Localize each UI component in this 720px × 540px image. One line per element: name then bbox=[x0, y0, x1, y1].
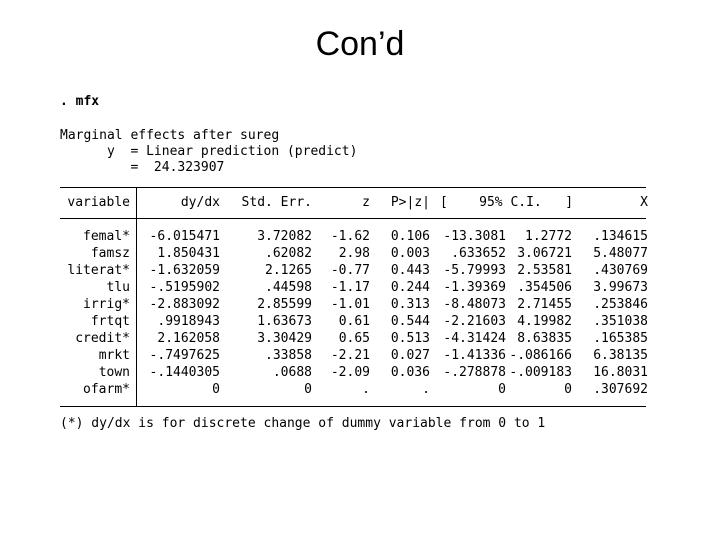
cell-ci-lower: -2.21603 bbox=[443, 314, 506, 329]
table-bottom-rule bbox=[60, 406, 646, 407]
cell-ci-upper: 4.19982 bbox=[517, 314, 572, 329]
column-header-dydx: dy/dx bbox=[180, 195, 220, 210]
cell-z: -1.17 bbox=[330, 280, 370, 295]
table-header-rule bbox=[60, 218, 646, 219]
cell-z: 0.61 bbox=[338, 314, 370, 329]
cell-variable: town bbox=[98, 365, 130, 380]
cell-ci-upper: 2.71455 bbox=[517, 297, 572, 312]
cell-z: -1.01 bbox=[330, 297, 370, 312]
column-header-variable: variable bbox=[67, 195, 130, 210]
cell-ci-lower: -5.79993 bbox=[443, 263, 506, 278]
cell-dydx: -.7497625 bbox=[149, 348, 220, 363]
cell-std-err: 3.72082 bbox=[257, 229, 312, 244]
cell-x: 5.48077 bbox=[593, 246, 648, 261]
header-line-1: Marginal effects after sureg bbox=[60, 128, 280, 143]
cell-std-err: .44598 bbox=[265, 280, 312, 295]
cell-variable: irrig* bbox=[83, 297, 130, 312]
cell-dydx: -.5195902 bbox=[149, 280, 220, 295]
cell-std-err: 1.63673 bbox=[257, 314, 312, 329]
cell-ci-lower: -1.39369 bbox=[443, 280, 506, 295]
cell-x: .165385 bbox=[593, 331, 648, 346]
header-line-2: y = Linear prediction (predict) bbox=[60, 144, 358, 159]
cell-p: 0.106 bbox=[390, 229, 430, 244]
cell-ci-lower: -4.31424 bbox=[443, 331, 506, 346]
cell-p: . bbox=[422, 382, 430, 397]
cell-p: 0.443 bbox=[390, 263, 430, 278]
cell-ci-lower: .633652 bbox=[451, 246, 506, 261]
slide-title: Con’d bbox=[315, 25, 405, 63]
cell-p: 0.036 bbox=[390, 365, 430, 380]
cell-x: .253846 bbox=[593, 297, 648, 312]
cell-p: 0.513 bbox=[390, 331, 430, 346]
cell-variable: mrkt bbox=[98, 348, 130, 363]
table-top-rule bbox=[60, 187, 646, 188]
cell-std-err: .0688 bbox=[272, 365, 312, 380]
cell-x: .307692 bbox=[593, 382, 648, 397]
cell-x: .430769 bbox=[593, 263, 648, 278]
cell-p: 0.003 bbox=[390, 246, 430, 261]
cell-ci-upper: -.009183 bbox=[509, 365, 572, 380]
column-header-ci: [ 95% C.I. ] bbox=[440, 195, 574, 210]
cell-x: 3.99673 bbox=[593, 280, 648, 295]
cell-variable: femal* bbox=[83, 229, 130, 244]
cell-z: -2.21 bbox=[330, 348, 370, 363]
cell-dydx: 0 bbox=[212, 382, 220, 397]
column-header-std-err: Std. Err. bbox=[241, 195, 312, 210]
cell-ci-upper: 8.63835 bbox=[517, 331, 572, 346]
cell-p: 0.544 bbox=[390, 314, 430, 329]
cell-variable: famsz bbox=[90, 246, 130, 261]
column-header-z: z bbox=[362, 195, 370, 210]
cell-std-err: 2.1265 bbox=[265, 263, 312, 278]
cell-dydx: -1.632059 bbox=[149, 263, 220, 278]
cell-ci-upper: 3.06721 bbox=[517, 246, 572, 261]
cell-x: .134615 bbox=[593, 229, 648, 244]
header-line-3: = 24.323907 bbox=[60, 160, 225, 175]
output-header: Marginal effects after sureg y = Linear … bbox=[60, 128, 357, 176]
cell-ci-lower: -13.3081 bbox=[443, 229, 506, 244]
cell-dydx: -2.883092 bbox=[149, 297, 220, 312]
cell-std-err: .62082 bbox=[265, 246, 312, 261]
command-text: . mfx bbox=[60, 94, 100, 109]
cell-ci-upper: -.086166 bbox=[509, 348, 572, 363]
cell-p: 0.313 bbox=[390, 297, 430, 312]
column-header-p: P>|z| bbox=[390, 195, 430, 210]
cell-ci-lower: -8.48073 bbox=[443, 297, 506, 312]
cell-p: 0.244 bbox=[390, 280, 430, 295]
cell-x: 16.8031 bbox=[593, 365, 648, 380]
cell-std-err: .33858 bbox=[265, 348, 312, 363]
column-header-x: X bbox=[640, 195, 648, 210]
cell-variable: frtqt bbox=[90, 314, 130, 329]
cell-x: 6.38135 bbox=[593, 348, 648, 363]
stata-command: . mfx bbox=[60, 94, 99, 109]
cell-std-err: 2.85599 bbox=[257, 297, 312, 312]
cell-z: -0.77 bbox=[330, 263, 370, 278]
cell-ci-lower: -1.41336 bbox=[443, 348, 506, 363]
cell-ci-upper: 0 bbox=[564, 382, 572, 397]
cell-std-err: 0 bbox=[304, 382, 312, 397]
cell-z: 2.98 bbox=[338, 246, 370, 261]
cell-variable: tlu bbox=[106, 280, 130, 295]
cell-z: 0.65 bbox=[338, 331, 370, 346]
cell-ci-lower: -.278878 bbox=[443, 365, 506, 380]
cell-ci-upper: .354506 bbox=[517, 280, 572, 295]
cell-dydx: 2.162058 bbox=[157, 331, 220, 346]
cell-p: 0.027 bbox=[390, 348, 430, 363]
cell-std-err: 3.30429 bbox=[257, 331, 312, 346]
cell-variable: credit* bbox=[75, 331, 130, 346]
cell-dydx: .9918943 bbox=[157, 314, 220, 329]
cell-ci-upper: 1.2772 bbox=[525, 229, 572, 244]
table-vertical-rule bbox=[136, 187, 137, 406]
cell-z: . bbox=[362, 382, 370, 397]
cell-x: .351038 bbox=[593, 314, 648, 329]
cell-ci-lower: 0 bbox=[498, 382, 506, 397]
cell-variable: literat* bbox=[67, 263, 130, 278]
cell-dydx: -.1440305 bbox=[149, 365, 220, 380]
cell-dydx: 1.850431 bbox=[157, 246, 220, 261]
footnote: (*) dy/dx is for discrete change of dumm… bbox=[60, 416, 546, 431]
cell-z: -1.62 bbox=[330, 229, 370, 244]
cell-ci-upper: 2.53581 bbox=[517, 263, 572, 278]
cell-z: -2.09 bbox=[330, 365, 370, 380]
cell-dydx: -6.015471 bbox=[149, 229, 220, 244]
cell-variable: ofarm* bbox=[83, 382, 130, 397]
